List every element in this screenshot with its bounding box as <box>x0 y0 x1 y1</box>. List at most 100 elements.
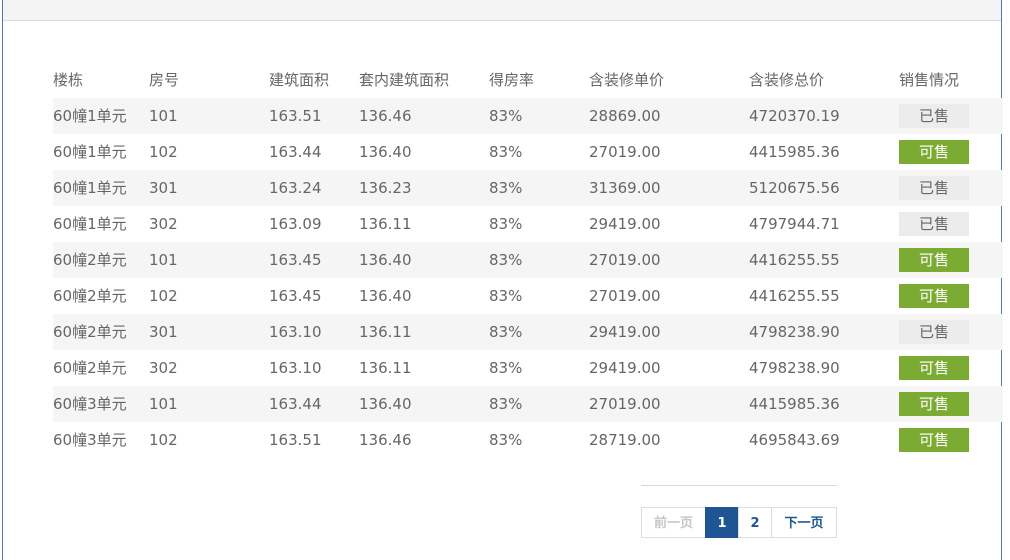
table-row: 60幢2单元 102 163.45 136.40 83% 27019.00 4416255.… <box>53 278 1003 314</box>
cell-unit-price: 28869.00 <box>589 107 661 125</box>
cell-room: 102 <box>149 143 178 161</box>
cell-area: 163.24 <box>269 179 322 197</box>
status-badge[interactable]: 可售 <box>899 356 969 380</box>
table-row: 60幢2单元 301 163.10 136.11 83% 29419.00 4798238.… <box>53 314 1003 350</box>
table-row: 60幢2单元 302 163.10 136.11 83% 29419.00 4798238.… <box>53 350 1003 386</box>
cell-unit-price: 27019.00 <box>589 251 661 269</box>
cell-total-price: 4720370.19 <box>749 107 840 125</box>
cell-inner-area: 136.40 <box>359 395 412 413</box>
cell-rate: 83% <box>489 179 523 197</box>
cell-total-price: 4798238.90 <box>749 323 840 341</box>
cell-area: 163.10 <box>269 359 322 377</box>
cell-unit-price: 27019.00 <box>589 287 661 305</box>
cell-building: 60幢1单元 <box>53 107 127 125</box>
cell-total-price: 4797944.71 <box>749 215 840 233</box>
cell-area: 163.51 <box>269 107 322 125</box>
cell-inner-area: 136.23 <box>359 179 412 197</box>
header-building: 楼栋 <box>53 71 84 89</box>
status-badge: 已售 <box>899 176 969 200</box>
cell-room: 102 <box>149 431 178 449</box>
table-row: 60幢1单元 102 163.44 136.40 83% 27019.00 4415985.… <box>53 134 1003 170</box>
table-row: 60幢3单元 101 163.44 136.40 83% 27019.00 4415985.… <box>53 386 1003 422</box>
cell-rate: 83% <box>489 323 523 341</box>
cell-total-price: 4415985.36 <box>749 143 840 161</box>
page-2-button[interactable]: 2 <box>738 507 772 538</box>
cell-building: 60幢2单元 <box>53 287 127 305</box>
cell-inner-area: 136.40 <box>359 287 412 305</box>
page-1-button[interactable]: 1 <box>705 507 739 538</box>
cell-building: 60幢3单元 <box>53 431 127 449</box>
header-area: 建筑面积 <box>269 71 330 89</box>
status-badge: 已售 <box>899 104 969 128</box>
status-badge[interactable]: 可售 <box>899 428 969 452</box>
cell-room: 101 <box>149 251 178 269</box>
cell-unit-price: 31369.00 <box>589 179 661 197</box>
next-page-button[interactable]: 下一页 <box>771 507 837 538</box>
header-rate: 得房率 <box>489 71 535 89</box>
cell-room: 102 <box>149 287 178 305</box>
cell-unit-price: 27019.00 <box>589 395 661 413</box>
cell-unit-price: 28719.00 <box>589 431 661 449</box>
cell-building: 60幢2单元 <box>53 359 127 377</box>
status-badge[interactable]: 可售 <box>899 140 969 164</box>
header-status: 销售情况 <box>899 71 960 89</box>
cell-total-price: 4695843.69 <box>749 431 840 449</box>
cell-rate: 83% <box>489 143 523 161</box>
prev-page-button[interactable]: 前一页 <box>641 507 706 538</box>
cell-total-price: 4798238.90 <box>749 359 840 377</box>
table-row: 60幢2单元 101 163.45 136.40 83% 27019.00 4416255.… <box>53 242 1003 278</box>
cell-rate: 83% <box>489 251 523 269</box>
cell-building: 60幢3单元 <box>53 395 127 413</box>
cell-unit-price: 29419.00 <box>589 359 661 377</box>
cell-total-price: 4415985.36 <box>749 395 840 413</box>
cell-room: 302 <box>149 215 178 233</box>
table-header: 楼栋 房号 建筑面积 套内建筑面积 得房率 含装修单价 含装修总价 销售情况 <box>53 62 1003 98</box>
cell-building: 60幢2单元 <box>53 251 127 269</box>
cell-building: 60幢2单元 <box>53 323 127 341</box>
cell-room: 301 <box>149 323 178 341</box>
table-row: 60幢3单元 102 163.51 136.46 83% 28719.00 4695843.… <box>53 422 1003 458</box>
cell-inner-area: 136.46 <box>359 431 412 449</box>
cell-room: 301 <box>149 179 178 197</box>
cell-inner-area: 136.46 <box>359 107 412 125</box>
cell-rate: 83% <box>489 215 523 233</box>
cell-unit-price: 27019.00 <box>589 143 661 161</box>
cell-unit-price: 29419.00 <box>589 323 661 341</box>
header-room: 房号 <box>149 71 180 89</box>
cell-rate: 83% <box>489 431 523 449</box>
cell-inner-area: 136.11 <box>359 323 412 341</box>
header-total-price: 含装修总价 <box>749 71 825 89</box>
status-badge[interactable]: 可售 <box>899 284 969 308</box>
unit-table: 楼栋 房号 建筑面积 套内建筑面积 得房率 含装修单价 含装修总价 销售情况 6… <box>53 62 1003 458</box>
cell-unit-price: 29419.00 <box>589 215 661 233</box>
cell-room: 302 <box>149 359 178 377</box>
cell-total-price: 4416255.55 <box>749 287 840 305</box>
cell-building: 60幢1单元 <box>53 179 127 197</box>
cell-inner-area: 136.11 <box>359 215 412 233</box>
cell-room: 101 <box>149 395 178 413</box>
cell-building: 60幢1单元 <box>53 143 127 161</box>
table-row: 60幢1单元 101 163.51 136.46 83% 28869.00 4720370.… <box>53 98 1003 134</box>
cell-total-price: 5120675.56 <box>749 179 840 197</box>
cell-area: 163.10 <box>269 323 322 341</box>
cell-area: 163.44 <box>269 395 322 413</box>
status-badge[interactable]: 可售 <box>899 248 969 272</box>
status-badge[interactable]: 可售 <box>899 392 969 416</box>
cell-rate: 83% <box>489 359 523 377</box>
status-badge: 已售 <box>899 320 969 344</box>
cell-area: 163.45 <box>269 287 322 305</box>
table-row: 60幢1单元 301 163.24 136.23 83% 31369.00 5120675.… <box>53 170 1003 206</box>
pagination: 前一页 1 2 下一页 <box>641 485 837 538</box>
status-badge: 已售 <box>899 212 969 236</box>
cell-area: 163.51 <box>269 431 322 449</box>
cell-rate: 83% <box>489 395 523 413</box>
cell-area: 163.44 <box>269 143 322 161</box>
header-unit-price: 含装修单价 <box>589 71 665 89</box>
cell-inner-area: 136.40 <box>359 143 412 161</box>
cell-inner-area: 136.11 <box>359 359 412 377</box>
cell-area: 163.09 <box>269 215 322 233</box>
cell-building: 60幢1单元 <box>53 215 127 233</box>
top-bar <box>3 0 1001 21</box>
cell-area: 163.45 <box>269 251 322 269</box>
